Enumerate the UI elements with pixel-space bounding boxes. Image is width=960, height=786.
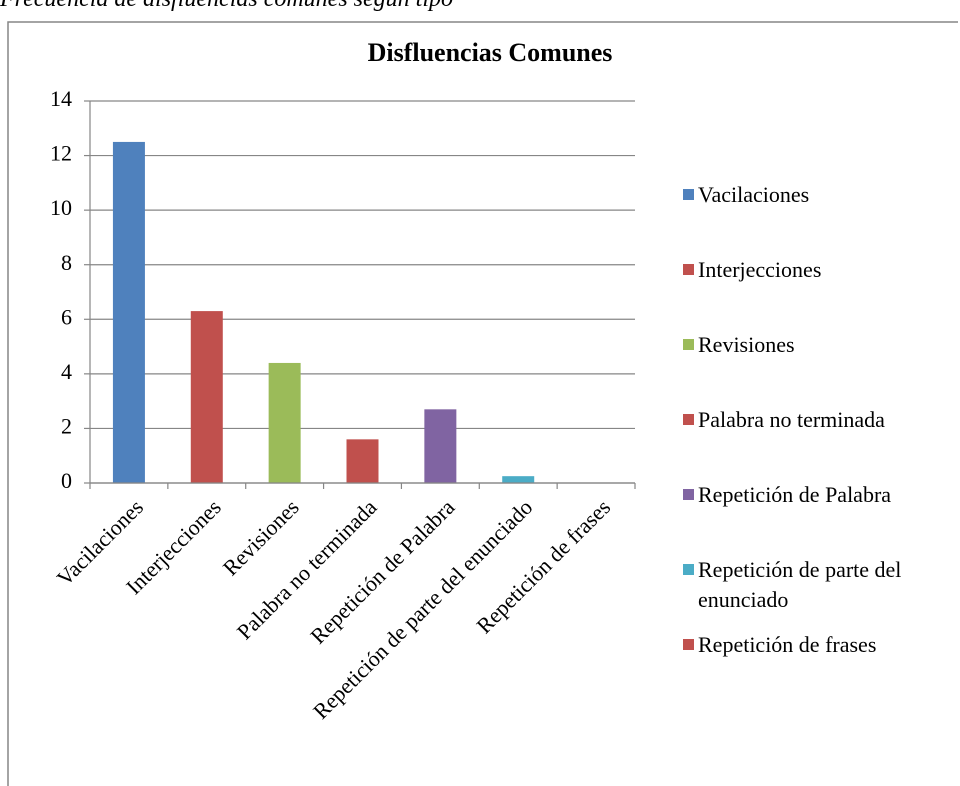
bar	[268, 362, 301, 483]
legend-label: Repetición de Palabra	[698, 482, 892, 507]
legend-item: Revisiones	[683, 330, 953, 360]
bar	[502, 476, 535, 483]
legend-swatch	[683, 639, 694, 650]
legend-item: Repetición de frases	[683, 630, 953, 660]
legend-label: Interjecciones	[698, 257, 822, 282]
legend-swatch	[683, 414, 694, 425]
y-tick-label: 12	[50, 141, 72, 166]
y-tick-label: 4	[61, 359, 72, 384]
legend-label: Revisiones	[698, 332, 795, 357]
y-tick-label: 14	[50, 86, 72, 111]
y-tick-label: 10	[50, 195, 72, 220]
legend-label: Repetición de frases	[698, 632, 877, 657]
legend-swatch	[683, 264, 694, 275]
y-tick-label: 2	[61, 413, 72, 438]
legend-item: Vacilaciones	[683, 180, 953, 210]
y-tick-label: 6	[61, 304, 72, 329]
y-tick-label: 0	[61, 468, 72, 493]
x-tick-label: Repetición de Palabra	[305, 494, 459, 648]
legend-swatch	[683, 489, 694, 500]
legend-label: Palabra no terminada	[698, 407, 885, 432]
legend-item: Interjecciones	[683, 255, 953, 285]
bar	[112, 141, 145, 483]
legend-item: Repetición de parte del enunciado	[683, 555, 953, 615]
bar	[424, 409, 457, 483]
bar	[346, 439, 379, 483]
legend-item: Palabra no terminada	[683, 405, 953, 435]
x-tick-label: Repetición de frases	[471, 494, 615, 638]
chart-title: Disfluencias Comunes	[368, 38, 613, 67]
caption: Frecuencia de disfluencias comunes según…	[0, 0, 453, 13]
legend-item: Repetición de Palabra	[683, 480, 953, 510]
y-tick-label: 8	[61, 250, 72, 275]
chart-frame	[7, 21, 958, 786]
legend-swatch	[683, 339, 694, 350]
legend-label: Repetición de parte del enunciado	[698, 557, 902, 612]
legend-label: Vacilaciones	[698, 182, 810, 207]
bar	[190, 311, 223, 483]
legend-swatch	[683, 564, 694, 575]
legend-swatch	[683, 189, 694, 200]
x-tick-label: Palabra no terminada	[232, 494, 382, 644]
